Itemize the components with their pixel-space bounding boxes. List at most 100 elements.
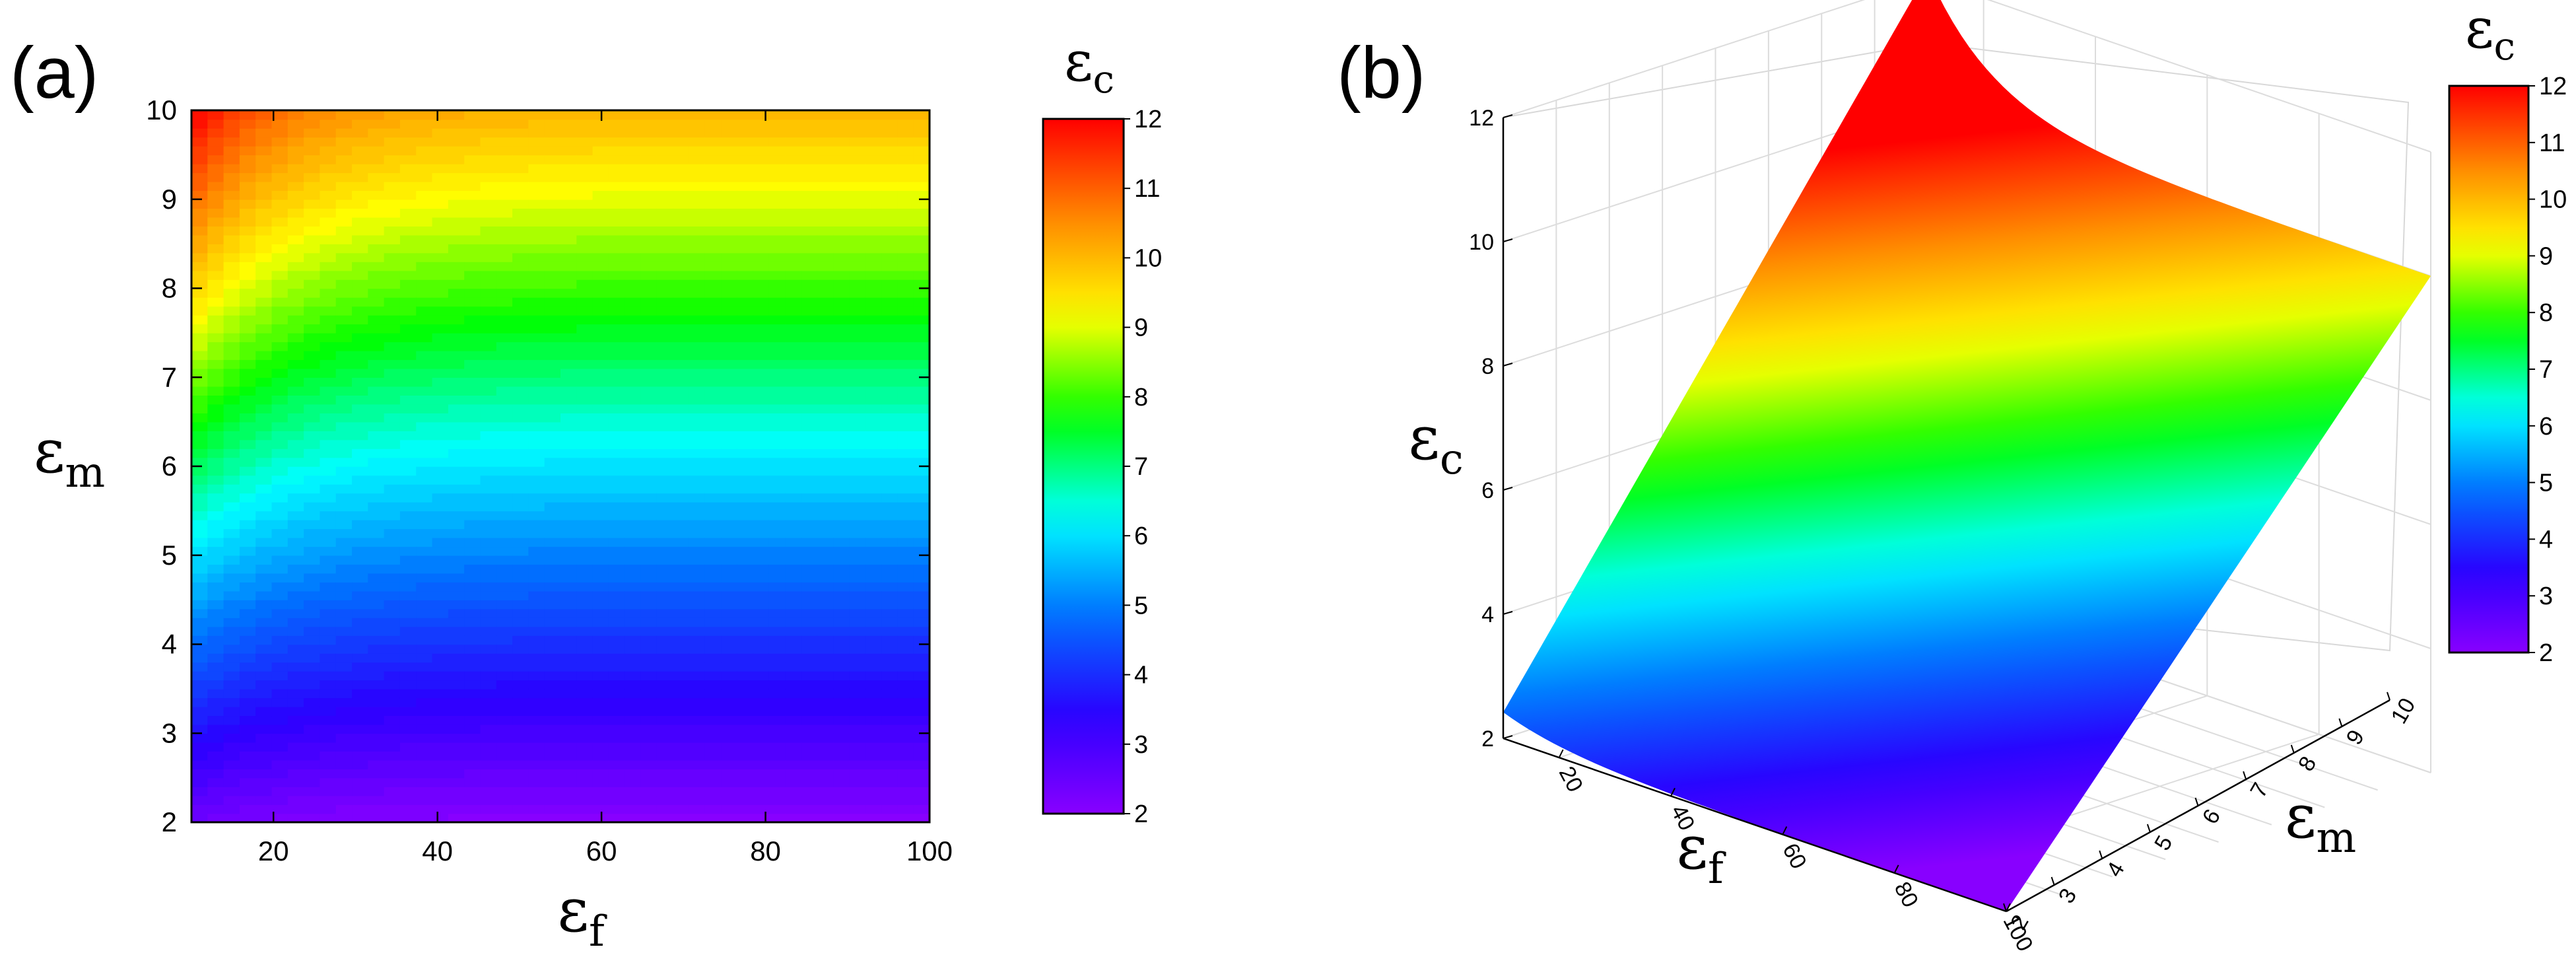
heatmap-cell <box>271 483 288 494</box>
heatmap-cell <box>849 199 866 209</box>
heatmap-cell <box>625 155 642 164</box>
heatmap-cell <box>576 813 593 822</box>
heatmap-cell <box>689 386 706 396</box>
heatmap-cell <box>384 386 401 396</box>
heatmap-cell <box>304 386 321 396</box>
heatmap-cell <box>480 377 497 387</box>
surface-x-tick-mark <box>1782 826 1788 835</box>
heatmap-cell <box>528 421 545 431</box>
heatmap-cell <box>737 163 754 174</box>
heatmap-cell <box>753 377 770 387</box>
heatmap-cell <box>399 555 417 565</box>
heatmap-cell <box>368 466 385 476</box>
heatmap-cell <box>753 697 770 707</box>
surface-colorbar-tick-label: 6 <box>2539 413 2553 441</box>
heatmap-cell <box>625 137 642 147</box>
surface-z-tick-mark <box>1503 611 1513 615</box>
heatmap-cell <box>897 208 914 218</box>
heatmap-cell <box>207 795 224 805</box>
heatmap-cell <box>255 706 273 717</box>
heatmap-cell <box>528 208 545 218</box>
heatmap-cell <box>480 501 497 512</box>
heatmap-cell <box>384 145 401 156</box>
heatmap-cell <box>849 662 866 672</box>
heatmap-cell <box>496 137 513 147</box>
heatmap-cell <box>560 181 578 192</box>
heatmap-cell <box>223 208 240 218</box>
heatmap-cell <box>416 733 433 743</box>
heatmap-cell <box>368 234 385 244</box>
heatmap-cell <box>368 608 385 618</box>
heatmap-cell <box>897 769 914 779</box>
heatmap-cell <box>464 137 481 147</box>
heatmap-cell <box>512 413 529 423</box>
heatmap-cell <box>833 208 850 218</box>
heatmap-cell <box>304 759 321 769</box>
heatmap-cell <box>833 804 850 814</box>
heatmap-cell <box>239 697 257 707</box>
heatmap-cell <box>721 421 738 431</box>
heatmap-cell <box>239 751 257 761</box>
heatmap-cell <box>496 618 513 627</box>
heatmap-cell <box>335 635 353 645</box>
heatmap-cell <box>881 582 898 592</box>
heatmap-cell <box>608 181 626 192</box>
heatmap-cell <box>271 279 288 289</box>
heatmap-cell <box>592 332 609 343</box>
heatmap-cell <box>255 172 273 182</box>
heatmap-cell <box>753 662 770 672</box>
heatmap-cell <box>191 590 209 600</box>
heatmap-cell <box>399 181 417 192</box>
heatmap-cell <box>352 431 369 441</box>
heatmap-cell <box>480 421 497 431</box>
heatmap-cell <box>592 404 609 413</box>
heatmap-cell <box>496 145 513 156</box>
heatmap-cell <box>656 252 673 262</box>
heatmap-cell <box>560 475 578 485</box>
heatmap-cell <box>865 413 882 423</box>
surface-y-tick-mark <box>2099 850 2103 859</box>
heatmap-cell <box>223 421 240 431</box>
heatmap-cell <box>592 119 609 129</box>
heatmap-cell <box>913 306 930 316</box>
surface-z-axis-label: εc <box>1408 403 1464 484</box>
heatmap-cell <box>737 332 754 343</box>
heatmap-cell <box>768 769 786 779</box>
heatmap-cell <box>207 537 224 547</box>
heatmap-cell <box>432 635 449 645</box>
surface-y-tick-mark <box>2003 903 2007 912</box>
heatmap-cell <box>544 626 561 636</box>
heatmap-cell <box>625 332 642 343</box>
heatmap-cell <box>287 519 304 530</box>
heatmap-cell <box>271 618 288 627</box>
heatmap-cell <box>897 590 914 600</box>
heatmap-cell <box>817 733 834 743</box>
heatmap-cell <box>191 751 209 761</box>
heatmap-cell <box>544 421 561 431</box>
heatmap-cell <box>833 715 850 725</box>
heatmap-cell <box>239 590 257 600</box>
heatmap-cell <box>913 795 930 805</box>
heatmap-cell <box>560 528 578 538</box>
heatmap-cell <box>207 226 224 236</box>
heatmap-cell <box>352 555 369 565</box>
heatmap-cell <box>817 608 834 618</box>
heatmap-cell <box>704 519 722 530</box>
heatmap-cell <box>399 742 417 752</box>
heatmap-cell <box>913 537 930 547</box>
heatmap-cell <box>721 386 738 396</box>
heatmap-cell <box>576 537 593 547</box>
heatmap-cell <box>512 226 529 236</box>
heatmap-cell <box>737 172 754 182</box>
heatmap-cell <box>464 546 481 556</box>
heatmap-cell <box>384 457 401 467</box>
heatmap-cell <box>399 795 417 805</box>
heatmap-cell <box>608 270 626 280</box>
heatmap-cell <box>384 769 401 779</box>
heatmap-cell <box>785 386 802 396</box>
heatmap-cell <box>625 431 642 441</box>
heatmap-cell <box>817 386 834 396</box>
heatmap-cell <box>913 395 930 405</box>
heatmap-cell <box>656 653 673 663</box>
heatmap-cell <box>304 279 321 289</box>
